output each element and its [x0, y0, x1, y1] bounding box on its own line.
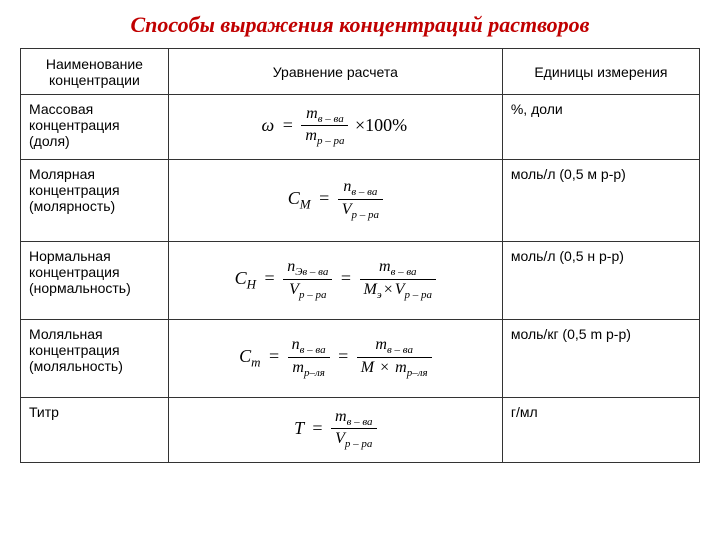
table-row: Молярная концентрация (молярность) CМ = … [21, 159, 700, 241]
cell-name: Моляльная концентрация (моляльность) [21, 319, 169, 397]
fraction: nЭв – ва Vр – ра [283, 258, 332, 302]
table-row: Моляльная концентрация (моляльность) Cm … [21, 319, 700, 397]
col-header-formula: Уравнение расчета [168, 49, 502, 95]
cell-units: г/мл [502, 397, 699, 462]
cell-units: моль/кг (0,5 m р-р) [502, 319, 699, 397]
cell-units: %, доли [502, 95, 699, 160]
cell-name: Титр [21, 397, 169, 462]
cell-name: Молярная концентрация (молярность) [21, 159, 169, 241]
cell-formula-molal: Cm = nв – ва mр–ля = mв – ва M × mр–ля [168, 319, 502, 397]
table-row: Нормальная концентрация (нормальность) C… [21, 241, 700, 319]
fraction: mв – ва mр – ра [301, 105, 348, 149]
fraction: mв – ва M × mр–ля [357, 336, 432, 380]
times100: ×100% [353, 115, 409, 135]
cell-units: моль/л (0,5 м р-р) [502, 159, 699, 241]
col-header-units: Единицы измерения [502, 49, 699, 95]
fraction: nв – ва Vр – ра [338, 178, 383, 222]
omega-symbol: ω [262, 115, 275, 135]
cell-units: моль/л (0,5 н р-р) [502, 241, 699, 319]
cell-name: Массовая концентрация (доля) [21, 95, 169, 160]
table-header-row: Наименование концентрации Уравнение расч… [21, 49, 700, 95]
cell-formula-mass: ω = mв – ва mр – ра ×100% [168, 95, 502, 160]
fraction: nв – ва mр–ля [288, 336, 330, 380]
fraction: mв – ва Mэ×Vр – ра [360, 258, 437, 302]
table-row: Массовая концентрация (доля) ω = mв – ва… [21, 95, 700, 160]
table-row: Титр T = mв – ва Vр – ра г/мл [21, 397, 700, 462]
fraction: mв – ва Vр – ра [331, 408, 377, 452]
cell-formula-titer: T = mв – ва Vр – ра [168, 397, 502, 462]
col-header-name: Наименование концентрации [21, 49, 169, 95]
cell-formula-molar: CМ = nв – ва Vр – ра [168, 159, 502, 241]
concentrations-table: Наименование концентрации Уравнение расч… [20, 48, 700, 463]
cell-formula-normal: CН = nЭв – ва Vр – ра = mв – ва Mэ×Vр – … [168, 241, 502, 319]
cell-name: Нормальная концентрация (нормальность) [21, 241, 169, 319]
page-title: Способы выражения концентраций растворов [20, 12, 700, 38]
